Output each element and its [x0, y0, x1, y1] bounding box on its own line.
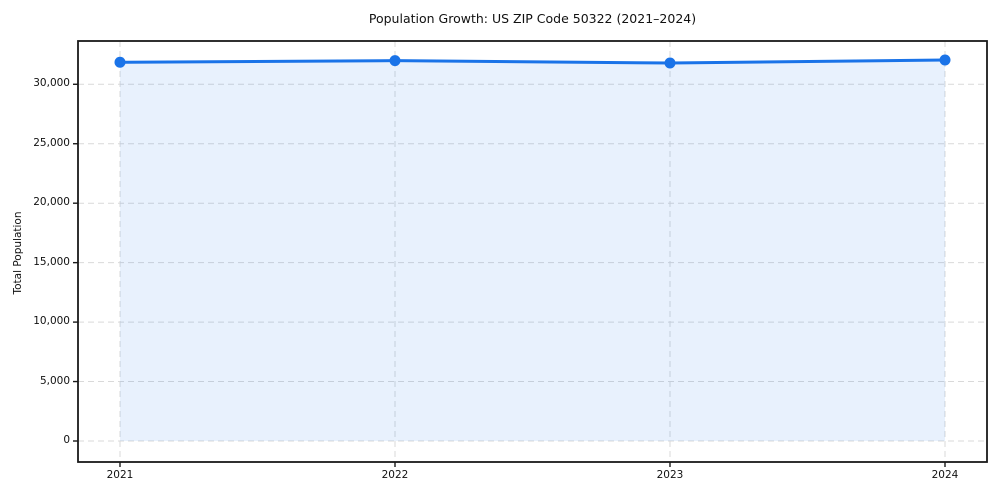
- data-point-marker: [939, 54, 951, 66]
- y-tick-label: 15,000: [33, 255, 70, 268]
- y-tick-label: 20,000: [33, 196, 70, 209]
- data-point-marker: [664, 57, 676, 69]
- y-tick-label: 0: [63, 434, 70, 446]
- y-tick-label: 30,000: [33, 77, 70, 90]
- plot-frame: [77, 40, 988, 463]
- chart-title: Population Growth: US ZIP Code 50322 (20…: [368, 11, 697, 26]
- y-tick-label: 10,000: [33, 315, 70, 328]
- data-line: [118, 58, 947, 65]
- x-tick-label: 2024: [931, 469, 959, 481]
- y-tick-label: 25,000: [33, 136, 70, 149]
- y-tick-label: 5,000: [39, 374, 70, 387]
- data-point-marker: [389, 55, 401, 67]
- x-tick-label: 2021: [106, 469, 134, 481]
- x-tick-label: 2022: [381, 469, 409, 481]
- area-fill: [120, 60, 945, 442]
- x-tick-label: 2023: [656, 469, 684, 481]
- data-point-marker: [114, 56, 126, 68]
